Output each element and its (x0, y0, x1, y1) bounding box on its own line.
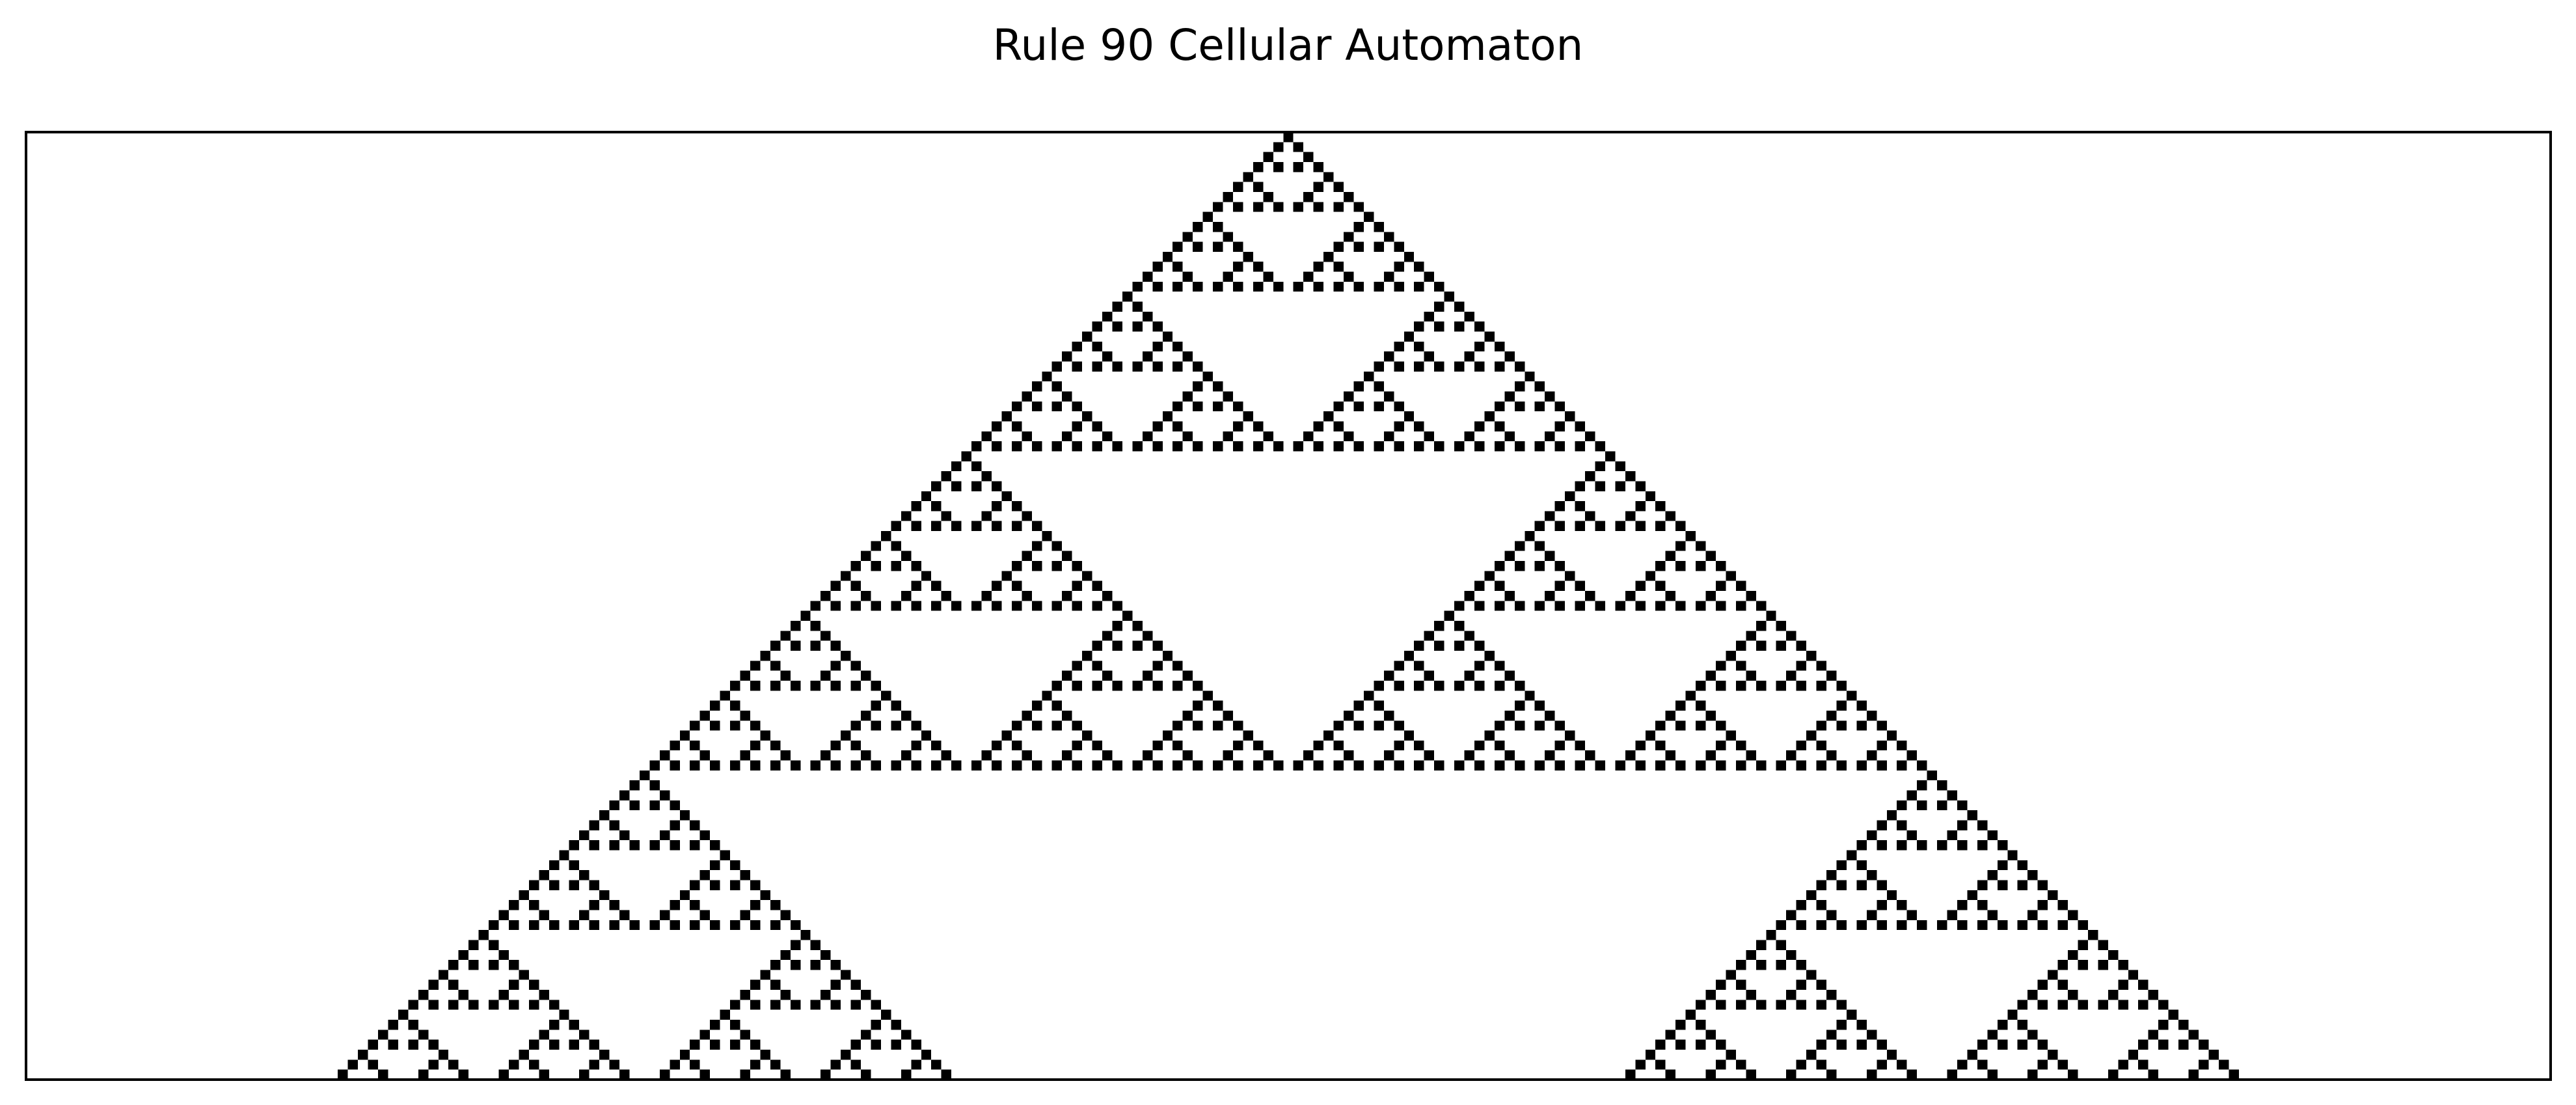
plot-background (26, 132, 2551, 1080)
figure-title: Rule 90 Cellular Automaton (992, 20, 1584, 70)
plot-frame (25, 131, 2552, 1081)
